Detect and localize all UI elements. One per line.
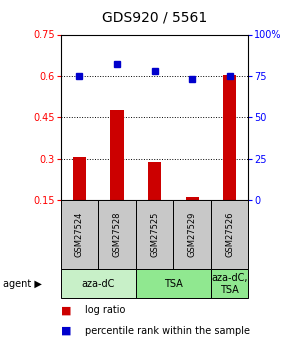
Bar	[136, 200, 173, 269]
Bar	[223, 75, 236, 200]
Text: ■: ■	[61, 326, 71, 336]
Text: GSM27529: GSM27529	[188, 212, 197, 257]
Text: log ratio: log ratio	[85, 305, 125, 315]
Text: GSM27524: GSM27524	[75, 212, 84, 257]
Text: percentile rank within the sample: percentile rank within the sample	[85, 326, 250, 336]
Text: GSM27528: GSM27528	[112, 212, 122, 257]
Bar	[211, 200, 248, 269]
Bar	[61, 200, 98, 269]
Text: GSM27526: GSM27526	[225, 212, 234, 257]
Bar	[148, 162, 161, 200]
Text: GSM27525: GSM27525	[150, 212, 159, 257]
Bar	[73, 157, 86, 200]
Bar	[211, 269, 248, 298]
Text: ■: ■	[61, 305, 71, 315]
Text: aza-dC: aza-dC	[82, 279, 115, 289]
Bar	[98, 200, 136, 269]
Bar	[173, 200, 211, 269]
Bar	[61, 269, 136, 298]
Bar	[136, 269, 211, 298]
Text: GDS920 / 5561: GDS920 / 5561	[102, 10, 207, 24]
Bar	[185, 197, 199, 200]
Text: agent ▶: agent ▶	[3, 279, 42, 289]
Text: aza-dC,
TSA: aza-dC, TSA	[211, 273, 248, 295]
Bar	[110, 110, 124, 200]
Text: TSA: TSA	[164, 279, 183, 289]
